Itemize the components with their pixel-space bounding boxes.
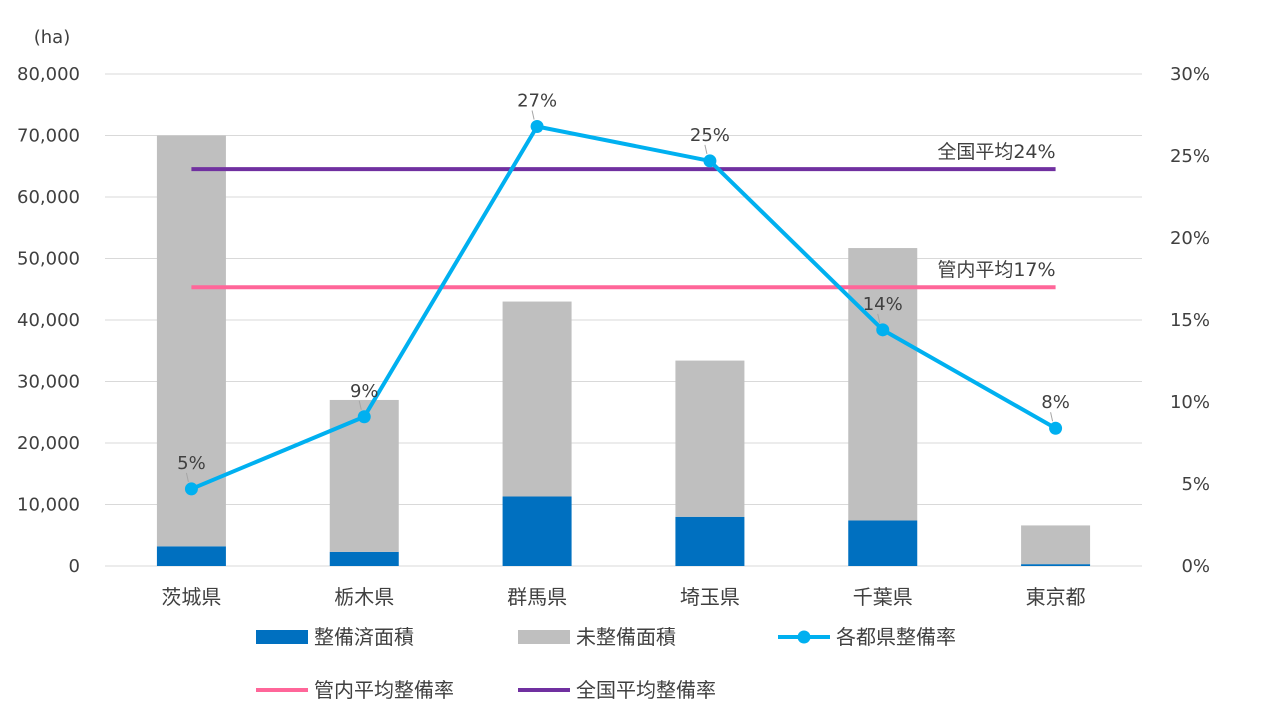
axes: (ha) 0 10,000 20,000 30,000 40,000 50,000 60,0… [17, 27, 1210, 609]
x-category-label: 茨城県 [161, 585, 221, 609]
legend-label: 全国平均整備率 [576, 678, 716, 702]
y-right-tick-label: 5% [1181, 474, 1210, 495]
rate-data-label: 5% [177, 453, 206, 474]
legend-swatch [518, 630, 570, 644]
legend-label: 整備済面積 [314, 625, 414, 649]
data-label-leader [1050, 412, 1054, 422]
rate-point [530, 119, 544, 133]
x-category-label: 埼玉県 [680, 585, 740, 609]
data-label-leader [877, 313, 881, 323]
x-category-label: 東京都 [1026, 585, 1086, 609]
bar-segment [156, 546, 226, 566]
y-right-tick-label: 25% [1170, 146, 1210, 167]
y-right-tick-label: 10% [1170, 392, 1210, 413]
y-left-tick-label: 10,000 [17, 495, 80, 516]
y-left-tick-label: 20,000 [17, 433, 80, 454]
y-right-tick-label: 0% [1181, 556, 1210, 577]
y-left-tick-label: 70,000 [17, 126, 80, 147]
bar-segment [502, 496, 572, 566]
bars [156, 135, 1091, 566]
bar-segment [329, 551, 399, 566]
legend-label: 各都県整備率 [836, 625, 956, 649]
rate-data-label: 27% [517, 90, 557, 111]
y-left-tick-label: 60,000 [17, 187, 80, 208]
y-axis-unit-label: (ha) [34, 27, 70, 48]
y-left-tick-label: 40,000 [17, 310, 80, 331]
y-left-tick-label: 30,000 [17, 372, 80, 393]
y-right-tick-label: 30% [1170, 64, 1210, 85]
x-category-label: 千葉県 [853, 585, 913, 609]
rate-data-label: 25% [690, 125, 730, 146]
bar-segment [1021, 525, 1091, 565]
data-label-leader [704, 144, 708, 155]
rate-point [1049, 421, 1063, 435]
legend-swatch-marker [797, 630, 811, 644]
bar-segment [1021, 564, 1091, 566]
y-left-tick-label: 0 [69, 556, 80, 577]
bar-segment [848, 248, 918, 521]
rate-data-label: 9% [350, 381, 379, 402]
y-right-tick-label: 20% [1170, 228, 1210, 249]
data-labels: 管内平均17% 全国平均24% 5% 9% 27% 25% 14% 8% [177, 90, 1070, 483]
x-category-label: 群馬県 [507, 585, 567, 609]
rate-data-label: 8% [1041, 392, 1070, 413]
data-label-leader [185, 472, 189, 483]
rate-point [357, 410, 371, 424]
rate-point [703, 154, 717, 168]
data-label-leader [358, 400, 362, 410]
reference-line-label: 管内平均17% [937, 259, 1055, 281]
rate-polyline [190, 124, 1057, 491]
gridlines [105, 73, 1142, 567]
reference-line-label: 全国平均24% [937, 141, 1055, 163]
y-left-tick-label: 50,000 [17, 249, 80, 270]
bar-segment [675, 516, 745, 566]
rate-line [184, 119, 1063, 496]
y-left-tick-label: 80,000 [17, 64, 80, 85]
legend-swatch [256, 630, 308, 644]
bar-segment [502, 301, 572, 497]
reference-lines [191, 167, 1056, 290]
legend-label: 未整備面積 [576, 625, 676, 649]
rate-point [876, 323, 890, 337]
y-right-tick-label: 15% [1170, 310, 1210, 331]
data-label-leader [531, 110, 535, 120]
bar-segment [848, 520, 918, 566]
rate-data-label: 14% [863, 294, 903, 315]
rate-point [184, 482, 198, 496]
x-category-label: 栃木県 [334, 585, 394, 609]
legend-label: 管内平均整備率 [314, 678, 454, 702]
bar-segment [675, 360, 745, 517]
